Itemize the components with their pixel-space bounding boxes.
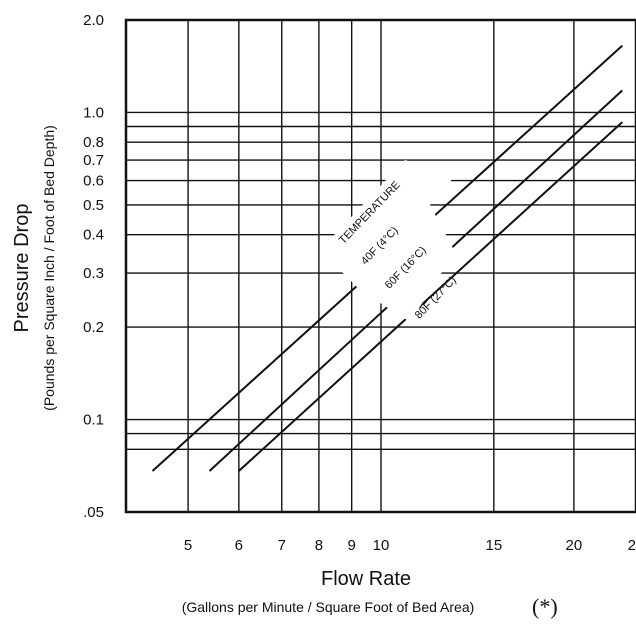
x-axis-title: Flow Rate	[321, 568, 411, 590]
y-tick-label: 0.7	[83, 152, 104, 169]
x-tick-label: 20	[566, 537, 583, 554]
y-tick-label: 0.5	[83, 197, 104, 214]
label-background	[320, 160, 455, 322]
x-tick-label: 9	[348, 537, 356, 554]
x-tick-label: 8	[315, 537, 323, 554]
y-tick-label: 0.1	[83, 412, 104, 429]
y-tick-label: 0.3	[83, 265, 104, 282]
y-tick-label: 0.2	[83, 319, 104, 336]
plot-frame	[124, 18, 636, 514]
y-tick-label: 0.6	[83, 173, 104, 190]
y-tick-label: 2.0	[83, 12, 104, 29]
x-tick-labels: 5 6 7 8 9 10 15 20 25	[184, 537, 636, 554]
x-tick-label: 15	[485, 537, 502, 554]
y-axis-title: Pressure Drop	[11, 204, 33, 333]
series-line	[238, 121, 623, 472]
y-tick-label: .05	[83, 504, 104, 521]
x-tick-label: 10	[373, 537, 390, 554]
x-axis-subtitle: (Gallons per Minute / Square Foot of Bed…	[182, 599, 475, 615]
x-axis-note: (*)	[532, 594, 558, 619]
y-tick-label: 0.4	[83, 227, 104, 244]
y-tick-label: 1.0	[83, 104, 104, 121]
x-tick-label: 7	[278, 537, 286, 554]
x-tick-label: 25	[628, 537, 636, 554]
x-tick-label: 5	[184, 537, 192, 554]
x-tick-label: 6	[235, 537, 243, 554]
y-axis-subtitle: (Pounds per Square Inch / Foot of Bed De…	[41, 125, 57, 411]
y-tick-labels: .05 0.1 0.2 0.3 0.4 0.5 0.6 0.70.8 1.0 2.0	[83, 12, 104, 521]
y-tick-label: 0.8	[83, 134, 104, 151]
